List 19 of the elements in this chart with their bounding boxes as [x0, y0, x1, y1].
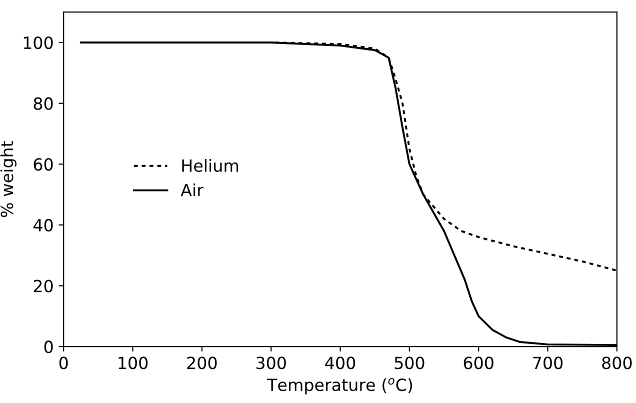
x-tick-label: 500 [394, 356, 424, 370]
x-axis-title: Temperature ($^{o}$C) [266, 378, 412, 394]
y-axis-title: % weight [0, 141, 17, 218]
legend-label: Helium [182, 159, 238, 172]
y-tick-label: 20 [34, 280, 53, 292]
y-tick-label: 80 [34, 97, 53, 110]
x-tick-label: 200 [187, 356, 217, 370]
x-tick-label: 700 [533, 356, 563, 370]
x-tick-label: 100 [118, 356, 148, 370]
y-tick-label: 40 [33, 218, 53, 232]
x-tick-label: 600 [464, 356, 494, 370]
y-tick-label: 0 [44, 340, 53, 354]
x-tick-label: 400 [325, 356, 356, 370]
x-tick-label: 0 [59, 356, 68, 370]
y-tick-label: 100 [24, 36, 53, 50]
legend-label: Air [180, 184, 204, 196]
y-tick-label: 60 [34, 158, 53, 171]
x-tick-label: 300 [256, 356, 286, 370]
x-tick-label: 800 [602, 356, 632, 370]
